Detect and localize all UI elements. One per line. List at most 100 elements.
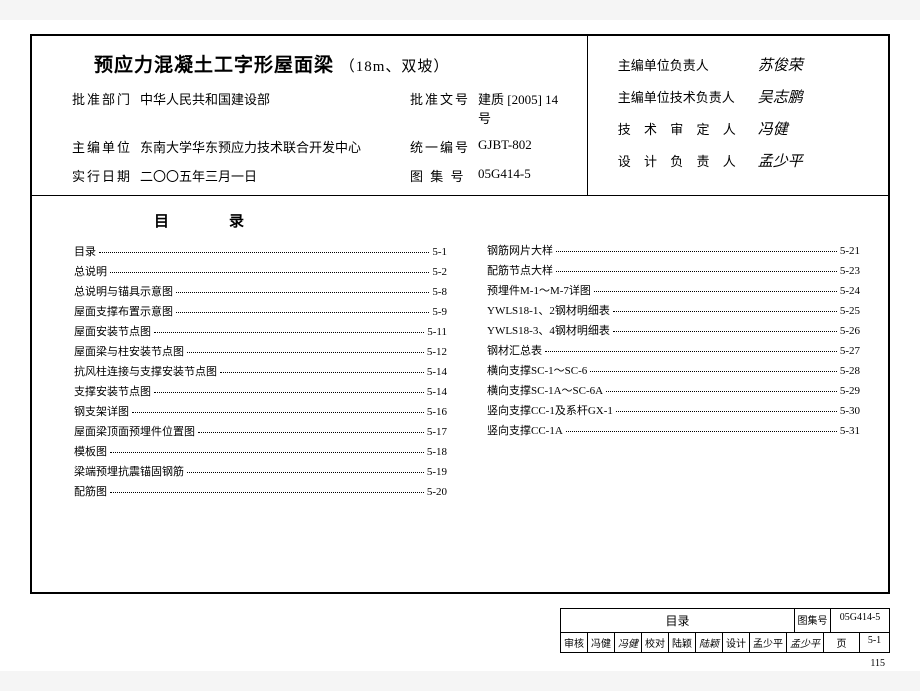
toc-item: 屋面安装节点图 5-11 xyxy=(74,323,447,339)
info-label: 实行日期 xyxy=(72,166,140,185)
header-left-block: 预应力混凝土工字形屋面梁 （18m、双坡） 批准部门中华人民共和国建设部批准文号… xyxy=(32,36,587,195)
toc-item: 横向支撑SC-1A～SC-6A5-29 xyxy=(487,382,860,398)
toc-dots xyxy=(545,351,837,352)
toc-item: 钢支架详图5-16 xyxy=(74,403,447,419)
signature-role: 设 计 负 责 人 xyxy=(618,151,758,170)
toc-item-name: 屋面梁与柱安装节点图 xyxy=(74,343,184,359)
toc-item-page: 5-19 xyxy=(427,466,447,478)
toc-item: YWLS18-3、4钢材明细表5-26 xyxy=(487,322,860,338)
info-label: 图 集 号 xyxy=(410,166,478,185)
toc-item-page: 5-8 xyxy=(432,286,447,298)
toc-item-page: 5-11 xyxy=(427,326,447,338)
toc-spacer xyxy=(487,210,860,242)
title-block-bottom: 审核冯健冯健校对陆颖陆颖设计孟少平孟少平页5-1 xyxy=(561,633,889,652)
toc-item-name: 钢支架详图 xyxy=(74,403,129,419)
toc-item-name: 钢材汇总表 xyxy=(487,342,542,358)
toc-item-name: 横向支撑SC-1～SC-6 xyxy=(487,362,587,378)
info-value: GJBT-802 xyxy=(478,137,532,156)
toc-dots xyxy=(154,392,424,393)
footer-set-label: 图集号 xyxy=(795,609,831,632)
toc-item-name: YWLS18-1、2钢材明细表 xyxy=(487,302,610,318)
signature-row: 设 计 负 责 人孟少平 xyxy=(618,150,876,171)
footer-cell-label: 审核 xyxy=(561,633,588,652)
toc-item: 梁端预埋抗震锚固钢筋 5-19 xyxy=(74,463,447,479)
footer-cell-sig: 陆颖 xyxy=(696,633,723,652)
footer-cell-sig: 冯健 xyxy=(615,633,642,652)
toc-item-name: 抗风柱连接与支撑安装节点图 xyxy=(74,363,217,379)
toc-item-page: 5-14 xyxy=(427,366,447,378)
toc-item-page: 5-25 xyxy=(840,305,860,317)
toc-item-name: 竖向支撑CC-1及系杆GX-1 xyxy=(487,402,613,418)
toc-item-name: 配筋图 xyxy=(74,483,107,499)
toc-item: 抗风柱连接与支撑安装节点图 5-14 xyxy=(74,363,447,379)
toc-item: 支撑安装节点图5-14 xyxy=(74,383,447,399)
footer-cell-sig: 孟少平 xyxy=(787,633,824,652)
footer-cell-label: 设计 xyxy=(723,633,750,652)
info-value: 05G414-5 xyxy=(478,166,531,185)
toc-item: 竖向支撑CC-1A 5-31 xyxy=(487,422,860,438)
info-row: 主编单位东南大学华东预应力技术联合开发中心 统一编号GJBT-802 xyxy=(72,137,563,156)
signature-row: 主编单位负责人苏俊荣 xyxy=(618,54,876,75)
signature-name: 冯健 xyxy=(758,118,788,139)
toc-dots xyxy=(99,252,429,253)
info-label: 批准部门 xyxy=(72,89,140,127)
info-label: 批准文号 xyxy=(410,89,478,127)
signature-name: 孟少平 xyxy=(758,150,803,171)
toc-item-page: 5-9 xyxy=(432,306,447,318)
toc-item-page: 5-31 xyxy=(840,425,860,437)
footer-page-value: 5-1 xyxy=(860,633,889,652)
toc-dots xyxy=(176,312,429,313)
toc-dots xyxy=(613,311,837,312)
toc-item-page: 5-29 xyxy=(840,385,860,397)
toc-item: 模板图5-18 xyxy=(74,443,447,459)
toc-heading: 目录 xyxy=(74,210,447,231)
toc-item-page: 5-20 xyxy=(427,486,447,498)
footer-cell-name: 冯健 xyxy=(588,633,615,652)
toc-dots xyxy=(132,412,424,413)
toc-right-column: 钢筋网片大样5-21配筋节点大样5-23预埋件M-1～M-7详图5-24YWLS… xyxy=(487,210,860,582)
toc-item-name: 屋面安装节点图 xyxy=(74,323,151,339)
toc-item: 总说明5-2 xyxy=(74,263,447,279)
toc-item: 钢筋网片大样5-21 xyxy=(487,242,860,258)
toc-dots xyxy=(187,472,424,473)
toc-item-page: 5-23 xyxy=(840,265,860,277)
toc-item-name: 竖向支撑CC-1A xyxy=(487,422,563,438)
signature-name: 吴志鹏 xyxy=(758,86,803,107)
info-row: 批准部门中华人民共和国建设部批准文号建质 [2005] 14号 xyxy=(72,89,563,127)
info-label: 主编单位 xyxy=(72,137,140,156)
info-row: 实行日期二〇〇五年三月一日 图 集 号05G414-5 xyxy=(72,166,563,185)
signature-name: 苏俊荣 xyxy=(758,54,803,75)
signature-block: 主编单位负责人苏俊荣主编单位技术负责人吴志鹏技 术 审 定 人冯健设 计 负 责… xyxy=(587,36,888,195)
info-label: 统一编号 xyxy=(410,137,478,156)
toc-item: 配筋节点大样5-23 xyxy=(487,262,860,278)
toc-item-page: 5-21 xyxy=(840,245,860,257)
toc-item: 屋面梁顶面预埋件位置图5-17 xyxy=(74,423,447,439)
toc-item-page: 5-12 xyxy=(427,346,447,358)
info-value: 东南大学华东预应力技术联合开发中心 xyxy=(140,137,370,156)
toc-item: 总说明与锚具示意图 5-8 xyxy=(74,283,447,299)
toc-item-page: 5-30 xyxy=(840,405,860,417)
toc-item-name: 预埋件M-1～M-7详图 xyxy=(487,282,591,298)
toc-dots xyxy=(187,352,424,353)
toc-item-name: 总说明与锚具示意图 xyxy=(74,283,173,299)
toc-item-name: 梁端预埋抗震锚固钢筋 xyxy=(74,463,184,479)
toc-item-page: 5-18 xyxy=(427,446,447,458)
toc-item-page: 5-1 xyxy=(432,246,447,258)
toc-dots xyxy=(198,432,424,433)
toc-item-name: 屋面支撑布置示意图 xyxy=(74,303,173,319)
info-value: 二〇〇五年三月一日 xyxy=(140,166,370,185)
page-number: 115 xyxy=(870,658,885,669)
toc-item: 屋面支撑布置示意图 5-9 xyxy=(74,303,447,319)
toc-left-column: 目录 目录5-1总说明5-2总说明与锚具示意图5-8屋面支撑布置示意图5-9屋面… xyxy=(74,210,487,582)
toc-item-page: 5-17 xyxy=(427,426,447,438)
drawing-page: 预应力混凝土工字形屋面梁 （18m、双坡） 批准部门中华人民共和国建设部批准文号… xyxy=(0,20,920,671)
toc-item: YWLS18-1、2钢材明细表 5-25 xyxy=(487,302,860,318)
toc-item-page: 5-27 xyxy=(840,345,860,357)
document-title: 预应力混凝土工字形屋面梁 （18m、双坡） xyxy=(72,50,563,77)
footer-cell-name: 孟少平 xyxy=(750,633,787,652)
header-row: 预应力混凝土工字形屋面梁 （18m、双坡） 批准部门中华人民共和国建设部批准文号… xyxy=(32,36,888,196)
info-value: 建质 [2005] 14号 xyxy=(478,89,563,127)
title-block: 目录 图集号 05G414-5 审核冯健冯健校对陆颖陆颖设计孟少平孟少平页5-1 xyxy=(560,608,890,653)
toc-dots xyxy=(616,411,837,412)
footer-page-label: 页 xyxy=(824,633,860,652)
